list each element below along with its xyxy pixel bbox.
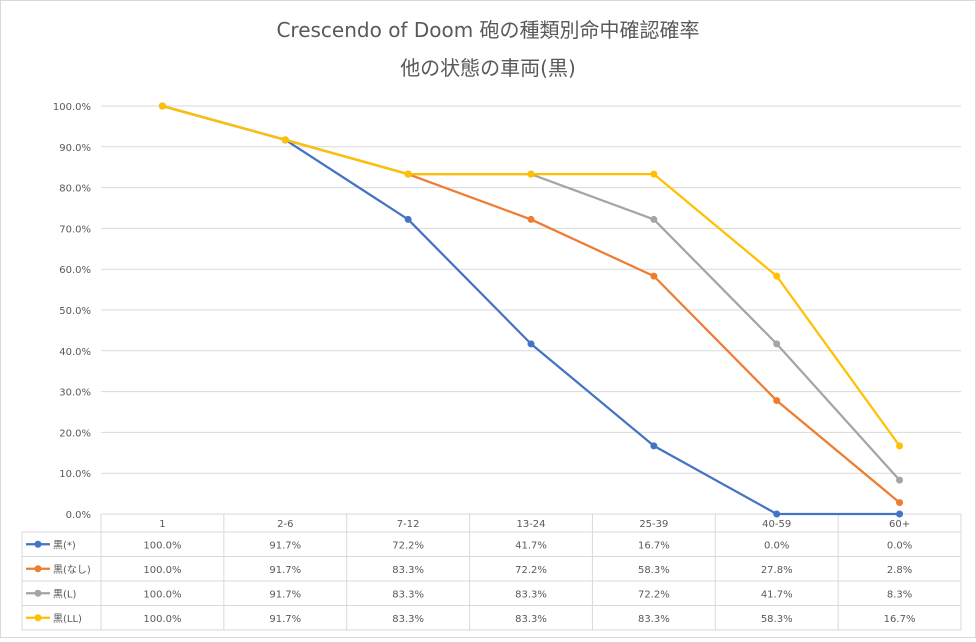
table-cell-value: 41.7% <box>515 540 547 551</box>
table-cell-value: 83.3% <box>638 614 670 625</box>
y-tick-label: 0.0% <box>66 510 91 521</box>
data-point <box>404 215 412 223</box>
table-cell-value: 91.7% <box>269 540 301 551</box>
table-cell-value: 16.7% <box>638 540 670 551</box>
table-cell-value: 91.7% <box>269 589 301 600</box>
data-point <box>650 170 658 178</box>
table-cell-value: 0.0% <box>764 540 789 551</box>
data-point <box>896 510 904 518</box>
y-tick-label: 30.0% <box>59 388 91 399</box>
x-category-label: 60+ <box>889 519 910 530</box>
y-tick-label: 100.0% <box>53 102 91 113</box>
legend-key-marker <box>34 540 42 548</box>
table-cell-value: 83.3% <box>515 614 547 625</box>
y-tick-label: 20.0% <box>59 428 91 439</box>
legend-series-name: 黒(L) <box>53 588 76 600</box>
data-point <box>773 272 781 280</box>
table-cell-value: 100.0% <box>143 614 181 625</box>
y-axis: 0.0% 10.0% 20.0% 30.0% 40.0% 50.0% 60.0% 70.0% 8… <box>53 102 91 521</box>
data-point <box>527 170 535 178</box>
table-cell-value: 72.2% <box>638 589 670 600</box>
data-point <box>896 499 904 507</box>
table-cell-value: 72.2% <box>392 540 424 551</box>
table-cell-value: 16.7% <box>884 614 916 625</box>
table-cell-value: 2.8% <box>887 565 912 576</box>
table-cell-value: 100.0% <box>143 589 181 600</box>
data-point <box>896 442 904 450</box>
data-point <box>896 476 904 484</box>
data-point <box>650 272 658 280</box>
table-cell-value: 72.2% <box>515 565 547 576</box>
table-cell-value: 58.3% <box>638 565 670 576</box>
chart-title: Crescendo of Doom 砲の種類別命中確認確率 <box>276 18 699 42</box>
legend-series-name: 黒(LL) <box>53 613 82 625</box>
y-tick-label: 40.0% <box>59 347 91 358</box>
data-point <box>527 215 535 223</box>
data-point <box>650 442 658 450</box>
x-category-label: 2-6 <box>277 519 293 530</box>
data-point <box>158 102 166 110</box>
table-cell-value: 58.3% <box>761 614 793 625</box>
table-cell-value: 83.3% <box>392 565 424 576</box>
chart-subtitle: 他の状態の車両(黒) <box>400 56 576 80</box>
table-cell-value: 8.3% <box>887 589 912 600</box>
data-point <box>773 510 781 518</box>
x-category-label: 13-24 <box>516 519 545 530</box>
table-cell-value: 83.3% <box>515 589 547 600</box>
table-cell-value: 100.0% <box>143 565 181 576</box>
legend-key-marker <box>34 565 42 573</box>
table-cell-value: 100.0% <box>143 540 181 551</box>
table-cell-value: 27.8% <box>761 565 793 576</box>
data-point <box>527 340 535 348</box>
table-cell-value: 83.3% <box>392 589 424 600</box>
data-point <box>773 397 781 405</box>
y-tick-label: 70.0% <box>59 224 91 235</box>
table-cell-value: 41.7% <box>761 589 793 600</box>
legend-series-name: 黒(なし) <box>53 564 91 576</box>
data-point <box>650 215 658 223</box>
data-point <box>404 170 412 178</box>
y-tick-label: 50.0% <box>59 306 91 317</box>
series-lines <box>158 102 904 518</box>
y-tick-label: 10.0% <box>59 469 91 480</box>
x-category-label: 7-12 <box>397 519 420 530</box>
x-category-label: 25-39 <box>639 519 668 530</box>
legend-key-marker <box>34 614 42 622</box>
y-tick-label: 90.0% <box>59 143 91 154</box>
legend-series-name: 黒(*) <box>53 539 76 551</box>
data-point <box>281 136 289 144</box>
table-cell-value: 91.7% <box>269 565 301 576</box>
x-category-label: 40-59 <box>762 519 791 530</box>
y-tick-label: 80.0% <box>59 184 91 195</box>
grid-lines <box>101 105 961 474</box>
data-point <box>773 340 781 348</box>
y-tick-label: 60.0% <box>59 265 91 276</box>
table-cell-value: 0.0% <box>887 540 912 551</box>
table-cell-value: 91.7% <box>269 614 301 625</box>
table-cell-value: 83.3% <box>392 614 424 625</box>
legend-key-marker <box>34 589 42 597</box>
data-table: 1 2-6 7-12 13-24 25-39 40-59 60+ 黒(*) 100.0% 91.7… <box>21 513 962 631</box>
x-category-label: 1 <box>159 519 165 530</box>
